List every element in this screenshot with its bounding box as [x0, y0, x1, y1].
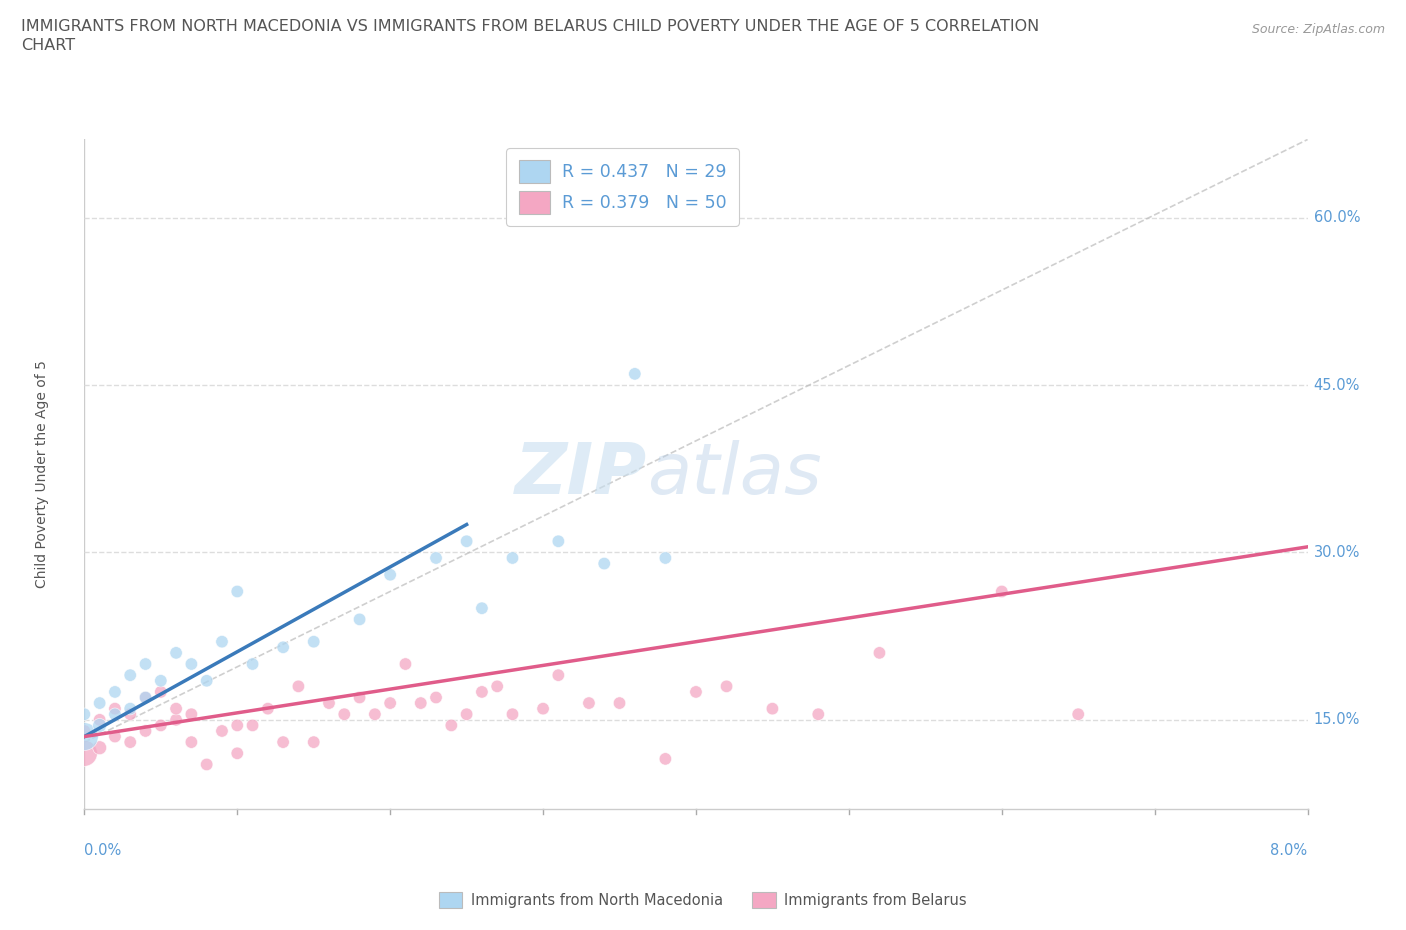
Point	[149, 718, 172, 733]
Point	[409, 696, 432, 711]
Point	[349, 690, 371, 705]
Legend: R = 0.437   N = 29, R = 0.379   N = 50: R = 0.437 N = 29, R = 0.379 N = 50	[506, 148, 738, 226]
Point	[89, 718, 111, 733]
Point	[165, 645, 187, 660]
Point	[624, 366, 647, 381]
Point	[73, 746, 96, 761]
Point	[349, 612, 371, 627]
Point	[456, 534, 478, 549]
Point	[211, 724, 233, 738]
Point	[990, 584, 1012, 599]
Text: 45.0%: 45.0%	[1313, 378, 1360, 392]
Point	[180, 657, 202, 671]
Point	[302, 634, 325, 649]
Point	[302, 735, 325, 750]
Point	[333, 707, 356, 722]
Point	[73, 707, 96, 722]
Point	[685, 684, 707, 699]
Point	[120, 707, 142, 722]
Point	[318, 696, 340, 711]
Point	[226, 746, 249, 761]
Text: IMMIGRANTS FROM NORTH MACEDONIA VS IMMIGRANTS FROM BELARUS CHILD POVERTY UNDER T: IMMIGRANTS FROM NORTH MACEDONIA VS IMMIG…	[21, 19, 1039, 53]
Point	[180, 707, 202, 722]
Point	[226, 584, 249, 599]
Text: 8.0%: 8.0%	[1271, 843, 1308, 857]
Point	[440, 718, 463, 733]
Point	[547, 534, 569, 549]
Point	[135, 690, 157, 705]
Point	[761, 701, 783, 716]
Point	[104, 729, 127, 744]
Point	[120, 735, 142, 750]
Point	[609, 696, 631, 711]
Point	[471, 601, 494, 616]
Point	[135, 724, 157, 738]
Point	[654, 551, 676, 565]
Point	[486, 679, 509, 694]
Point	[73, 724, 96, 738]
Point	[180, 735, 202, 750]
Point	[89, 696, 111, 711]
Point	[456, 707, 478, 722]
Point	[135, 690, 157, 705]
Point	[807, 707, 830, 722]
Text: Source: ZipAtlas.com: Source: ZipAtlas.com	[1251, 23, 1385, 36]
Point	[120, 701, 142, 716]
Point	[578, 696, 600, 711]
Point	[89, 740, 111, 755]
Point	[287, 679, 309, 694]
Text: ZIP: ZIP	[515, 440, 647, 509]
Point	[165, 701, 187, 716]
Point	[654, 751, 676, 766]
Point	[380, 696, 402, 711]
Point	[394, 657, 416, 671]
Text: 0.0%: 0.0%	[84, 843, 121, 857]
Point	[271, 640, 294, 655]
Point	[195, 757, 218, 772]
Text: 30.0%: 30.0%	[1313, 545, 1360, 560]
Point	[531, 701, 554, 716]
Point	[257, 701, 280, 716]
Point	[364, 707, 387, 722]
Point	[195, 673, 218, 688]
Point	[242, 657, 264, 671]
Point	[501, 551, 523, 565]
Point	[380, 567, 402, 582]
Point	[135, 657, 157, 671]
Point	[165, 712, 187, 727]
Point	[120, 668, 142, 683]
Point	[501, 707, 523, 722]
Text: 15.0%: 15.0%	[1313, 712, 1360, 727]
Point	[716, 679, 738, 694]
Point	[104, 707, 127, 722]
Text: 60.0%: 60.0%	[1313, 210, 1360, 225]
Point	[242, 718, 264, 733]
Point	[1067, 707, 1090, 722]
Point	[593, 556, 616, 571]
Point	[226, 718, 249, 733]
Point	[149, 684, 172, 699]
Point	[471, 684, 494, 699]
Legend: Immigrants from North Macedonia, Immigrants from Belarus: Immigrants from North Macedonia, Immigra…	[433, 886, 973, 913]
Point	[547, 668, 569, 683]
Point	[89, 712, 111, 727]
Point	[869, 645, 891, 660]
Point	[425, 690, 447, 705]
Point	[211, 634, 233, 649]
Text: atlas: atlas	[647, 440, 821, 509]
Point	[149, 673, 172, 688]
Text: Child Poverty Under the Age of 5: Child Poverty Under the Age of 5	[35, 360, 49, 589]
Point	[73, 729, 96, 744]
Point	[104, 701, 127, 716]
Point	[271, 735, 294, 750]
Point	[104, 684, 127, 699]
Point	[425, 551, 447, 565]
